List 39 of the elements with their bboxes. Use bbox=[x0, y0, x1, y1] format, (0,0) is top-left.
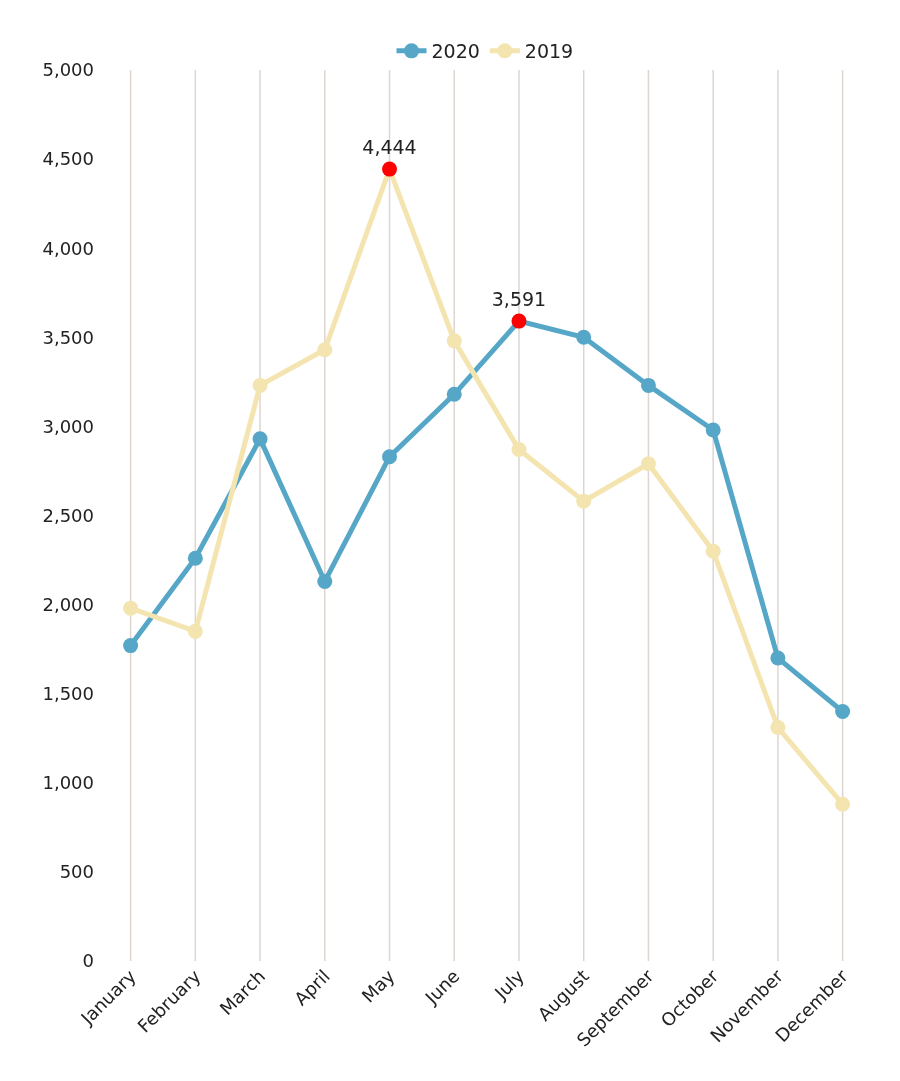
point bbox=[511, 442, 527, 458]
point bbox=[187, 550, 203, 566]
point bbox=[123, 600, 139, 616]
point bbox=[317, 342, 333, 358]
y-tick-label: 500 bbox=[59, 861, 94, 883]
data-label: 4,444 bbox=[362, 135, 417, 158]
point bbox=[252, 431, 268, 447]
point bbox=[835, 704, 851, 720]
point bbox=[446, 386, 462, 402]
point bbox=[123, 638, 139, 654]
point bbox=[187, 623, 203, 639]
point bbox=[770, 720, 786, 736]
y-tick-label: 5,000 bbox=[42, 59, 94, 81]
point bbox=[317, 573, 333, 589]
point bbox=[511, 313, 527, 329]
point bbox=[705, 422, 721, 438]
y-tick-label: 4,000 bbox=[42, 237, 94, 259]
y-tick-label: 4,500 bbox=[42, 148, 94, 170]
y-tick-label: 1,500 bbox=[42, 683, 94, 704]
legend-label: 2020 bbox=[431, 40, 480, 63]
point bbox=[705, 543, 721, 559]
point bbox=[640, 456, 656, 472]
point bbox=[382, 161, 398, 177]
point bbox=[252, 377, 268, 393]
y-tick-label: 2,500 bbox=[42, 504, 94, 526]
point bbox=[446, 333, 462, 349]
point bbox=[576, 329, 592, 345]
y-tick-label: 0 bbox=[82, 950, 94, 972]
point bbox=[576, 493, 592, 509]
point bbox=[835, 796, 851, 812]
data-label: 3,591 bbox=[491, 287, 547, 310]
y-tick-label: 3,500 bbox=[42, 326, 94, 348]
y-tick-label: 3,000 bbox=[42, 415, 94, 437]
legend-label: 2019 bbox=[524, 40, 574, 63]
y-tick-label: 1,000 bbox=[42, 772, 94, 794]
point bbox=[640, 377, 656, 393]
point bbox=[770, 650, 786, 666]
point bbox=[382, 449, 398, 465]
y-tick-label: 2,000 bbox=[42, 593, 94, 615]
